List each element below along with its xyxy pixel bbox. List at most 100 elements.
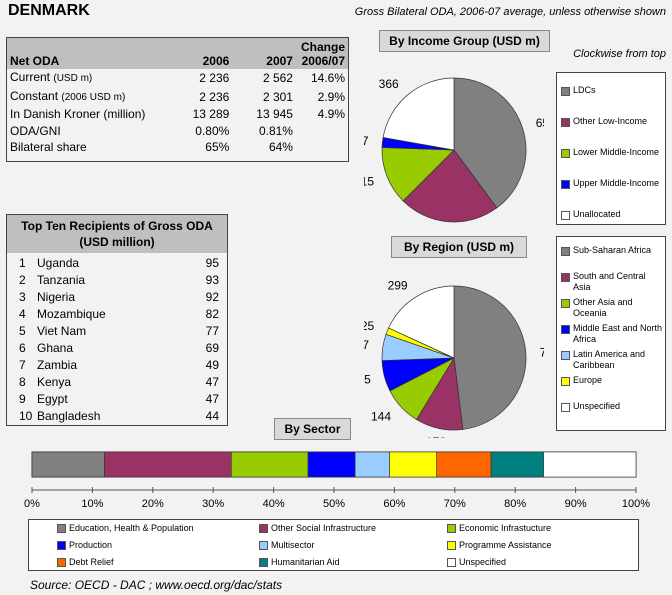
legend-item: Unallocated <box>561 209 663 220</box>
sector-legend-label: Other Social Infrastructure <box>271 523 377 533</box>
legend-label: Upper Middle-Income <box>573 178 660 188</box>
net-oda-cell-v2006: 0.80% <box>195 123 230 138</box>
sector-segment <box>543 451 637 478</box>
net-oda-row: In Danish Kroner (million) 13 289 13 945 4.… <box>6 106 349 123</box>
net-oda-cell-change: 4.9% <box>317 107 345 121</box>
pie-slice <box>453 77 527 209</box>
net-oda-cell-change <box>297 139 349 156</box>
legend-item: Latin America and Caribbean <box>561 349 663 371</box>
pie-value-label: 657 <box>536 116 544 130</box>
sector-tick-label: 30% <box>202 498 225 510</box>
legend-swatch <box>561 403 570 412</box>
recipient-rank: 10 <box>19 409 33 423</box>
pie-slice <box>453 285 527 430</box>
sector-legend: Education, Health & Population Other Soci… <box>28 519 639 571</box>
net-oda-cell-change: 2.9% <box>317 89 345 104</box>
recipient-row: 2 Tanzania 93 <box>7 272 227 289</box>
recipient-value: 47 <box>205 375 219 389</box>
sector-legend-item: Unspecified <box>447 557 506 567</box>
top-recipients-title-line1: Top Ten Recipients of Gross ODA <box>21 219 213 233</box>
legend-swatch <box>561 149 570 158</box>
legend-item: Europe <box>561 375 663 386</box>
net-oda-row-label-text: ODA/GNI <box>10 123 61 138</box>
sector-legend-item: Other Social Infrastructure <box>259 523 376 533</box>
sector-tick-label: 80% <box>504 498 527 510</box>
legend-swatch <box>561 118 570 127</box>
recipient-rank: 4 <box>19 307 26 321</box>
recipient-name: Zambia <box>37 358 78 372</box>
source-note: Source: OECD - DAC ; www.oecd.org/dac/st… <box>30 578 283 592</box>
legend-swatch <box>561 299 570 308</box>
recipient-value: 93 <box>205 273 219 287</box>
recipient-row: 7 Zambia 49 <box>7 357 227 374</box>
recipient-name: Bangladesh <box>37 409 101 423</box>
net-oda-row-label-text: Bilateral share <box>10 140 87 154</box>
sector-tick-label: 20% <box>141 498 164 510</box>
legend-swatch <box>57 523 66 533</box>
legend-item: Unspecified <box>561 401 663 412</box>
recipient-value: 49 <box>205 358 219 372</box>
pie-value-label: 366 <box>379 77 399 91</box>
sector-segment <box>104 451 232 478</box>
net-oda-row: Constant (2006 USD m) 2 236 2 301 2.9% <box>6 88 349 107</box>
pie-value-label: 144 <box>371 410 391 424</box>
pie-slice <box>382 77 455 151</box>
sector-legend-label: Education, Health & Population <box>69 523 194 533</box>
legend-swatch <box>259 523 268 533</box>
legend-label: Sub-Saharan Africa <box>573 245 652 255</box>
clockwise-note: Clockwise from top <box>573 48 666 60</box>
recipient-value: 44 <box>205 409 219 423</box>
recipient-row: 8 Kenya 47 <box>7 374 227 391</box>
legend-swatch <box>561 377 570 386</box>
legend-swatch <box>447 523 456 533</box>
legend-swatch <box>561 273 570 282</box>
income-pie-title: By Income Group (USD m) <box>379 30 550 52</box>
sector-segment <box>490 451 544 478</box>
sector-legend-item: Education, Health & Population <box>57 523 194 533</box>
recipient-name: Mozambique <box>37 307 106 321</box>
recipient-rank: 9 <box>19 392 26 406</box>
net-oda-row-unit: (2006 USD m) <box>61 91 126 103</box>
net-oda-cell-v2007: 64% <box>268 140 293 154</box>
sector-segment <box>354 451 390 478</box>
legend-item: Other Low-Income <box>561 116 663 127</box>
top-recipients-panel: Top Ten Recipients of Gross ODA (USD mil… <box>6 214 228 426</box>
recipient-name: Viet Nam <box>37 324 87 338</box>
net-oda-row: ODA/GNI 0.80% 0.81% <box>6 123 349 140</box>
legend-item: South and Central Asia <box>561 271 663 293</box>
recipient-value: 82 <box>205 307 219 321</box>
legend-label: Middle East and North Africa <box>573 323 663 344</box>
col-change-header: Change 2006/07 <box>296 37 349 69</box>
pie-value-label: 791 <box>540 346 544 360</box>
net-oda-row: Bilateral share 65% 64% <box>6 139 349 156</box>
legend-item: Sub-Saharan Africa <box>561 245 663 256</box>
recipient-name: Tanzania <box>37 273 86 287</box>
recipient-rank: 2 <box>19 273 26 287</box>
sector-tick-label: 70% <box>443 498 466 510</box>
net-oda-cell-v2006: 65% <box>205 140 230 154</box>
income-legend: LDCs Other Low-Income Lower Middle-Income U… <box>556 72 666 225</box>
sector-bar-chart <box>31 451 637 493</box>
sector-tick-label: 60% <box>383 498 406 510</box>
net-oda-row-label: Bilateral share <box>6 139 174 156</box>
legend-swatch <box>561 325 570 334</box>
sector-segment <box>436 451 492 478</box>
pie-slice <box>402 149 498 223</box>
legend-item: Middle East and North Africa <box>561 323 663 345</box>
chart-subtitle: Gross Bilateral ODA, 2006-07 average, un… <box>354 6 666 18</box>
net-oda-cell-v2006: 2 236 <box>199 71 230 85</box>
sector-segment <box>389 451 437 478</box>
sector-tick-label: 100% <box>621 498 651 510</box>
recipient-rank: 3 <box>19 290 26 304</box>
col-change-line1: Change <box>300 40 345 54</box>
region-legend: Sub-Saharan Africa South and Central Asia… <box>556 236 666 431</box>
legend-label: Unallocated <box>573 209 621 219</box>
pie-value-label: 176 <box>426 435 446 438</box>
net-oda-cell-v2006: 13 289 <box>192 107 230 121</box>
net-oda-header-row: Net ODA 2006 2007 Change 2006/07 <box>6 37 349 69</box>
sector-legend-label: Economic Infrastucture <box>459 523 552 533</box>
recipient-row: 6 Ghana 69 <box>7 340 227 357</box>
recipient-row: 1 Uganda 95 <box>7 255 227 272</box>
sector-chart-title: By Sector <box>274 418 351 440</box>
recipient-row: 3 Nigeria 92 <box>7 289 227 306</box>
